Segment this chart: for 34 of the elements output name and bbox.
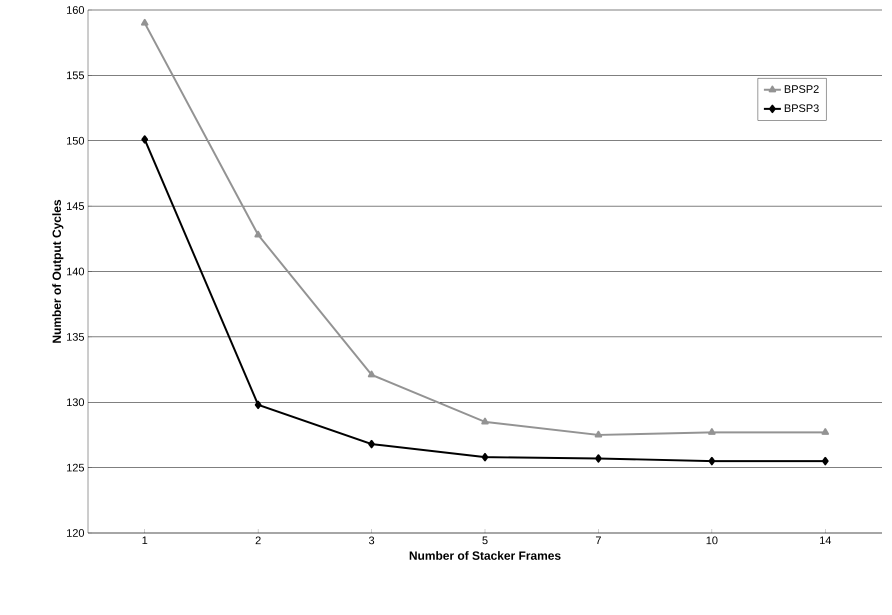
x-tick-label: 10 [706,536,718,544]
y-tick-label: 125 [67,464,84,472]
x-tick-label: 2 [256,536,261,544]
x-axis-title: Number of Stacker Frames [410,551,561,560]
point [368,370,376,378]
x-tick-label: 5 [482,536,488,544]
y-tick-label: 140 [67,268,84,276]
point [482,452,488,462]
y-axis-title: Number of Output Cycles [52,200,64,343]
y-tick-label: 135 [67,333,84,341]
y-tick-label: 120 [67,529,84,537]
y-tick-label: 145 [67,202,84,210]
point [595,454,602,463]
point [141,135,148,144]
y-tick-label: 155 [67,72,84,80]
y-tick-label: 150 [67,136,84,145]
point [254,400,262,410]
point [822,428,830,435]
y-tick-label: 160 [67,6,84,14]
point [708,456,716,466]
point [481,418,489,424]
x-tick-label: 1 [142,536,148,544]
x-tick-label: 14 [820,536,832,544]
point [140,18,148,26]
y-tick-label: 130 [67,398,84,406]
x-tick-label: 7 [596,536,601,544]
legend-label: BPSP3 [784,104,819,112]
point [368,440,375,448]
x-tick-label: 3 [368,536,374,544]
legend-label: BPSP2 [784,85,819,93]
point [594,430,602,438]
point [254,230,262,238]
point [708,428,716,435]
point [822,456,829,466]
